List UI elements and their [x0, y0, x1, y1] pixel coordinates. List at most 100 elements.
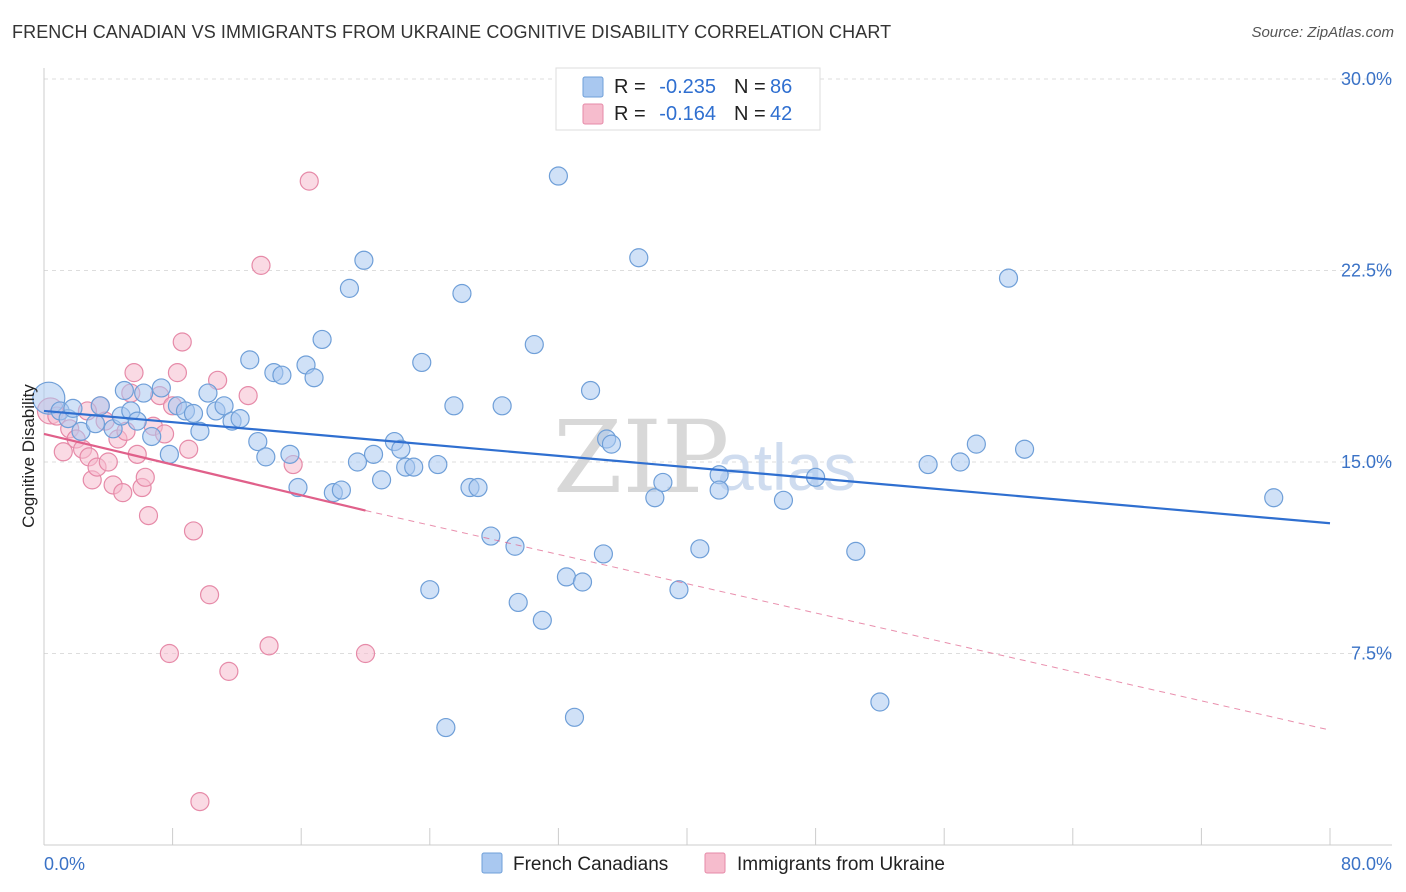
french-canadian-point-33: [312, 329, 332, 350]
french-canadian-point-38: [354, 250, 374, 270]
y-tick-label-3: 30.0%: [1341, 69, 1392, 89]
y-tick-label-1: 15.0%: [1341, 452, 1392, 472]
french-canadian-point-12: [142, 426, 162, 447]
french-canadian-point-36: [339, 278, 360, 298]
french-canadian-point-11: [134, 383, 154, 403]
french-canadian-point-37: [347, 452, 368, 472]
legend-r-label-2: R =: [614, 103, 646, 125]
y-axis-label: Cognitive Disability: [19, 384, 38, 528]
french-canadian-point-71: [669, 580, 689, 600]
french-canadian-point-64: [593, 544, 614, 564]
french-canadian-point-53: [481, 526, 501, 546]
series-french-canadians: [32, 79, 1284, 738]
french-canadian-point-68: [629, 248, 649, 268]
french-canadian-point-47: [428, 454, 448, 475]
french-canadian-point-24: [240, 350, 260, 370]
stats-legend: R = -0.235 N = 86 R = -0.164 N = 42: [555, 67, 821, 131]
french-canadian-point-19: [198, 383, 218, 403]
french-canadian-point-49: [444, 396, 464, 416]
french-canadian-point-8: [114, 380, 134, 401]
french-canadian-point-21: [214, 396, 234, 416]
ukraine-point-36: [251, 255, 271, 275]
french-canadian-point-59: [548, 166, 569, 186]
legend-swatch-pink: [582, 103, 604, 125]
chart-source: Source: ZipAtlas.com: [1251, 24, 1394, 41]
x-tick-label-0: 0.0%: [44, 854, 85, 874]
french-canadian-point-60: [556, 567, 577, 587]
french-canadian-point-28: [272, 365, 292, 385]
x-axis-tick-labels: 0.0% 80.0%: [44, 854, 1392, 874]
french-canadian-point-79: [918, 454, 938, 475]
french-canadian-point-14: [159, 444, 179, 464]
french-canadian-point-74: [709, 480, 729, 500]
bottom-legend-label-french-canadians: French Canadians: [513, 854, 668, 875]
ukraine-point-29: [179, 439, 199, 459]
chart-title: FRENCH CANADIAN VS IMMIGRANTS FROM UKRAI…: [12, 22, 892, 42]
trend-line-french-canadians: [43, 409, 1331, 525]
y-tick-label-2: 22.5%: [1341, 261, 1392, 281]
y-tick-label-0: 7.5%: [1351, 644, 1392, 664]
legend-swatch-blue: [582, 76, 604, 98]
ukraine-point-14: [113, 483, 133, 503]
french-canadian-point-58: [532, 610, 552, 630]
french-canadian-point-48: [436, 717, 456, 738]
ukraine-point-30: [183, 521, 204, 541]
legend-n-label-1: N =: [734, 76, 766, 98]
french-canadian-point-45: [412, 352, 432, 373]
french-canadian-point-62: [572, 572, 593, 592]
ukraine-point-28: [172, 332, 192, 352]
trend-line-immigrants-from-ukraine-extension: [365, 510, 1331, 731]
french-canadian-point-55: [505, 536, 525, 556]
french-canadian-point-32: [304, 368, 324, 388]
legend-r-value-1: -0.235: [659, 76, 716, 98]
french-canadian-point-46: [420, 580, 440, 600]
french-canadian-point-30: [288, 477, 308, 498]
series-legend: French Canadians Immigrants from Ukraine: [481, 852, 945, 875]
french-canadian-point-78: [870, 692, 890, 712]
ukraine-point-40: [355, 643, 376, 664]
french-canadian-point-84: [1264, 488, 1284, 508]
x-tick-label-1: 80.0%: [1341, 854, 1392, 874]
french-canadian-point-63: [580, 380, 601, 401]
french-canadian-point-4: [85, 414, 106, 434]
french-canadian-point-54: [492, 396, 512, 416]
french-canadian-point-75: [773, 490, 794, 510]
bottom-legend-swatch-blue: [481, 852, 503, 874]
x-axis-ticks: [43, 828, 1331, 845]
ukraine-point-11: [98, 452, 118, 472]
bottom-legend-swatch-pink: [704, 852, 726, 874]
french-canadian-point-42: [391, 439, 411, 459]
french-canadian-point-81: [966, 434, 986, 454]
french-canadian-point-44: [404, 457, 424, 477]
trend-lines: [43, 409, 1331, 731]
french-canadian-point-77: [846, 541, 866, 561]
french-canadian-point-57: [524, 334, 544, 355]
french-canadian-point-69: [645, 488, 665, 508]
french-canadian-point-39: [363, 444, 384, 464]
french-canadian-point-80: [950, 452, 970, 472]
y-axis-tick-labels: 7.5% 15.0% 22.5% 30.0%: [1341, 69, 1392, 664]
ukraine-point-33: [208, 370, 228, 390]
french-canadian-point-61: [564, 707, 585, 727]
ukraine-point-39: [299, 171, 319, 191]
french-canadian-point-23: [230, 408, 250, 429]
trend-line-immigrants-from-ukraine: [43, 432, 366, 512]
ukraine-point-31: [190, 791, 210, 812]
french-canadian-point-50: [452, 283, 472, 304]
french-canadian-point-35: [331, 480, 351, 500]
ukraine-point-20: [135, 467, 155, 487]
french-canadian-point-72: [690, 539, 710, 559]
legend-n-label-2: N =: [734, 103, 766, 125]
french-canadian-point-13: [151, 378, 171, 398]
ukraine-point-35: [238, 386, 258, 406]
french-canadian-point-40: [371, 470, 392, 490]
french-canadian-point-70: [653, 472, 673, 493]
french-canadian-point-10: [127, 411, 147, 431]
french-canadian-point-82: [998, 268, 1019, 288]
watermark: ZIP atlas: [553, 399, 856, 516]
ukraine-point-32: [199, 585, 220, 605]
legend-r-value-2: -0.164: [659, 103, 716, 125]
legend-r-label-1: R =: [614, 76, 646, 98]
french-canadian-point-83: [1014, 439, 1035, 459]
